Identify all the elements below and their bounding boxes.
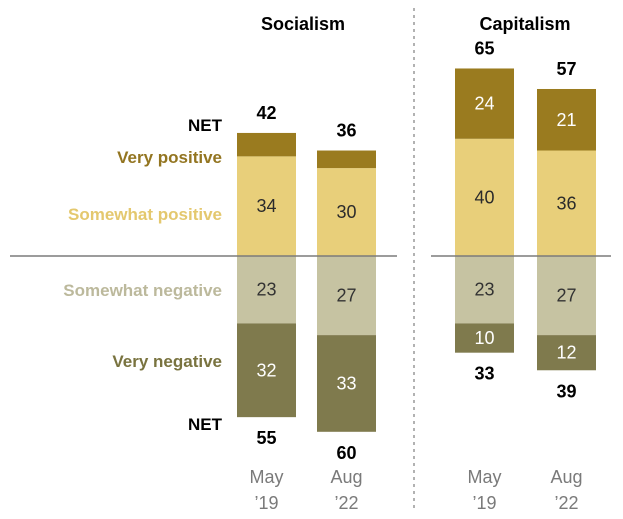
segment-value: 30 [336, 202, 356, 222]
somewhat-positive-label: Somewhat positive [68, 205, 222, 224]
segment-value: 34 [256, 196, 276, 216]
net-positive-label: NET [188, 116, 223, 135]
segment-very-positive [537, 88, 596, 151]
very-positive-label: Very positive [117, 148, 222, 167]
bar-may: 40 24 23 10 65 33 May ’19 [455, 38, 514, 513]
segment-value: 27 [336, 286, 356, 306]
segment-very-negative [537, 335, 596, 371]
segment-value: 27 [556, 286, 576, 306]
segment-value: 32 [256, 360, 276, 380]
segment-value: 23 [256, 280, 276, 300]
net-negative-value: 33 [474, 364, 494, 384]
x-tick-label-year: ’22 [334, 493, 358, 513]
net-negative-value: 39 [556, 381, 576, 401]
segment-very-negative [237, 323, 296, 418]
x-tick-label-month: May [249, 467, 283, 487]
segment-value: 24 [474, 94, 494, 114]
segment-value: 12 [556, 343, 576, 363]
segment-very-positive [317, 150, 376, 169]
somewhat-negative-label: Somewhat negative [63, 281, 222, 300]
segment-value: 10 [474, 328, 494, 348]
segment-somewhat-negative [237, 256, 296, 324]
panels: Socialism 34 23 32 42 55 May ’19 30 27 33 36 60 Aug ’2… [10, 8, 611, 513]
x-tick-label-month: Aug [330, 467, 362, 487]
x-tick-label-year: ’19 [472, 493, 496, 513]
segment-somewhat-negative [317, 256, 376, 336]
bar-aug: 30 27 33 36 60 Aug ’22 [317, 121, 376, 513]
segment-somewhat-positive [237, 156, 296, 256]
x-tick-label-year: ’22 [554, 493, 578, 513]
net-negative-value: 55 [256, 428, 276, 448]
net-positive-value: 57 [556, 59, 576, 79]
segment-value: 21 [556, 110, 576, 130]
panel-title: Capitalism [479, 14, 570, 34]
segment-somewhat-positive [455, 138, 514, 256]
x-tick-label-year: ’19 [254, 493, 278, 513]
segment-somewhat-positive [317, 168, 376, 256]
segment-very-positive [237, 132, 296, 157]
x-tick-label-month: May [467, 467, 501, 487]
very-negative-label: Very negative [112, 352, 222, 371]
segment-very-negative [455, 323, 514, 353]
x-tick-label-month: Aug [550, 467, 582, 487]
segment-very-negative [317, 335, 376, 432]
panel-title: Socialism [261, 14, 345, 34]
segment-somewhat-negative [537, 256, 596, 336]
net-positive-value: 36 [336, 121, 356, 141]
row-labels: NET Very positive Somewhat positive Some… [63, 116, 222, 434]
bar-aug: 36 21 27 12 57 39 Aug ’22 [537, 59, 596, 513]
segment-very-positive [455, 68, 514, 139]
net-positive-value: 42 [256, 103, 276, 123]
segment-somewhat-negative [455, 256, 514, 324]
panel-socialism: Socialism 34 23 32 42 55 May ’19 30 27 33 36 60 Aug ’2… [10, 14, 397, 513]
net-positive-value: 65 [474, 38, 494, 58]
net-negative-value: 60 [336, 443, 356, 463]
panel-capitalism: Capitalism 40 24 23 10 65 33 May ’19 36 21 27 12 57 39… [431, 14, 611, 513]
net-negative-label: NET [188, 415, 223, 434]
bar-may: 34 23 32 42 55 May ’19 [237, 103, 296, 513]
segment-value: 40 [474, 187, 494, 207]
segment-value: 23 [474, 280, 494, 300]
segment-value: 36 [556, 193, 576, 213]
segment-value: 33 [336, 373, 356, 393]
segment-somewhat-positive [537, 150, 596, 256]
